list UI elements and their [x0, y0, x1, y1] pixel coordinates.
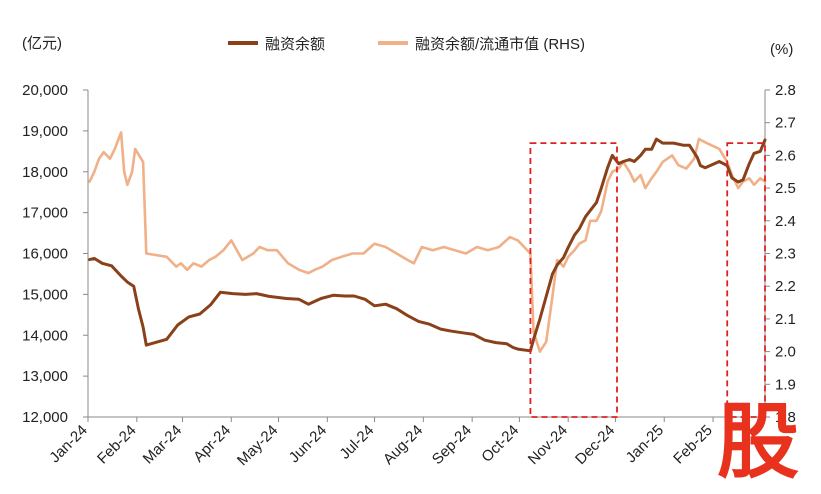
right-tick-label: 1.9	[775, 376, 796, 393]
x-tick-label: Feb-25	[670, 422, 716, 468]
annotations	[529, 142, 766, 418]
x-tick-label: Aug-24	[380, 422, 426, 468]
right-tick-label: 2.0	[775, 344, 796, 361]
right-axis-ticks: 1.8 1.9 2.0 2.1 2.2 2.3 2.4 2.5 2.6 2.7 2.8	[765, 82, 796, 426]
left-tick-label: 12,000	[22, 409, 68, 426]
x-tick-label: Jul-24	[336, 422, 377, 463]
series-line-margin-balance	[88, 137, 767, 353]
right-tick-label: 1.8	[775, 409, 796, 426]
right-tick-label: 2.6	[775, 147, 796, 164]
x-tick-label: Jan-25	[623, 422, 667, 466]
right-tick-label: 2.2	[775, 278, 796, 295]
left-axis-ticks: 12,000 13,000 14,000 15,000 16,000 17,000 18,0…	[22, 82, 88, 426]
left-tick-label: 19,000	[22, 123, 68, 140]
right-tick-label: 2.3	[775, 246, 796, 263]
left-tick-label: 15,000	[22, 286, 68, 303]
right-tick-label: 2.1	[775, 311, 796, 328]
left-tick-label: 16,000	[22, 246, 68, 263]
watermark-logo: 股	[717, 397, 799, 488]
legend: 融资余额 融资余额/流通市值 (RHS)	[228, 35, 585, 53]
series-layer	[88, 131, 767, 353]
legend-label-series-1: 融资余额	[265, 35, 325, 53]
right-tick-label: 2.7	[775, 115, 796, 132]
x-tick-label: Jan-24	[46, 422, 90, 466]
right-tick-label: 2.5	[775, 180, 796, 197]
left-tick-label: 17,000	[22, 205, 68, 222]
x-tick-label: May-24	[234, 422, 281, 469]
legend-label-series-2: 融资余额/流通市值 (RHS)	[415, 35, 585, 53]
left-axis-unit: (亿元)	[22, 35, 62, 52]
x-tick-label: Feb-24	[94, 422, 140, 468]
x-tick-label: Oct-24	[478, 422, 522, 466]
x-axis-ticks: Jan-24 Feb-24 Mar-24 Apr-24 May-24 Jun-24 Jul-…	[46, 417, 716, 469]
left-tick-label: 13,000	[22, 368, 68, 385]
x-tick-label: Apr-24	[190, 422, 234, 466]
right-tick-label: 2.4	[775, 213, 796, 230]
x-tick-label: Sep-24	[429, 422, 475, 468]
right-tick-label: 2.8	[775, 82, 796, 99]
highlight-box-1	[529, 142, 618, 418]
x-tick-label: Jun-24	[286, 422, 330, 466]
left-tick-label: 14,000	[22, 327, 68, 344]
highlight-box-2	[726, 142, 766, 418]
series-line-margin-ratio	[88, 131, 767, 353]
left-tick-label: 18,000	[22, 164, 68, 181]
left-tick-label: 20,000	[22, 82, 68, 99]
right-axis-unit: (%)	[770, 41, 793, 58]
x-tick-label: Nov-24	[525, 422, 571, 468]
x-tick-label: Mar-24	[140, 422, 186, 468]
x-tick-label: Dec-24	[572, 422, 618, 468]
